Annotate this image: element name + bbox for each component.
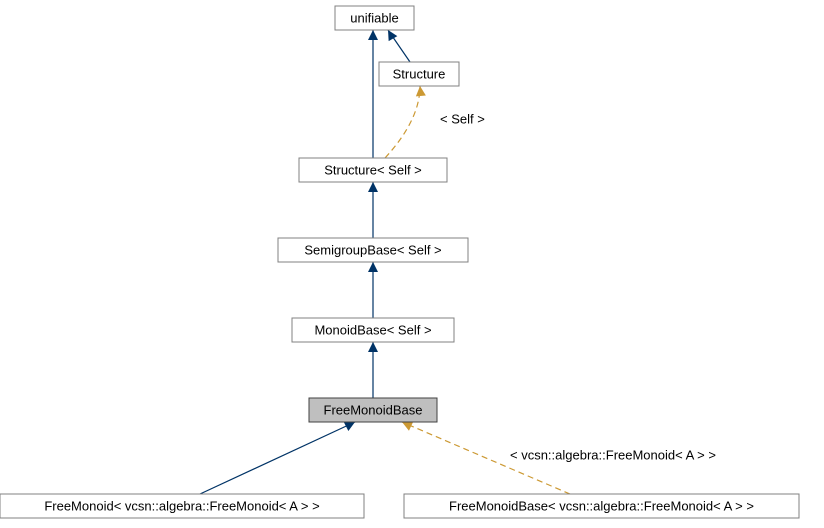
node-label: Structure bbox=[393, 66, 446, 81]
node-freemonoidbase_a[interactable]: FreeMonoidBase< vcsn::algebra::FreeMonoi… bbox=[404, 494, 799, 518]
node-label: MonoidBase< Self > bbox=[314, 322, 431, 337]
edge-structure_self-to-structure bbox=[385, 86, 420, 158]
node-freemonoidbase[interactable]: FreeMonoidBase bbox=[309, 398, 437, 422]
node-label: Structure< Self > bbox=[324, 162, 422, 177]
inheritance-diagram: < Self >< vcsn::algebra::FreeMonoid< A >… bbox=[0, 0, 824, 528]
node-label: unifiable bbox=[350, 10, 398, 25]
edge-freemonoid-to-freemonoidbase bbox=[200, 422, 355, 494]
node-label: FreeMonoid< vcsn::algebra::FreeMonoid< A… bbox=[44, 498, 319, 513]
node-label: FreeMonoidBase< vcsn::algebra::FreeMonoi… bbox=[449, 498, 754, 513]
node-semigroup[interactable]: SemigroupBase< Self > bbox=[278, 238, 468, 262]
edge-label: < vcsn::algebra::FreeMonoid< A > > bbox=[510, 447, 716, 462]
node-label: SemigroupBase< Self > bbox=[304, 242, 441, 257]
edge-label: < Self > bbox=[440, 111, 485, 126]
node-structure[interactable]: Structure bbox=[379, 62, 459, 86]
node-unifiable[interactable]: unifiable bbox=[335, 6, 414, 30]
node-freemonoid[interactable]: FreeMonoid< vcsn::algebra::FreeMonoid< A… bbox=[0, 494, 364, 518]
node-label: FreeMonoidBase bbox=[324, 402, 423, 417]
node-monoidbase[interactable]: MonoidBase< Self > bbox=[292, 318, 454, 342]
node-structure_self[interactable]: Structure< Self > bbox=[299, 158, 447, 182]
nodes-layer: unifiable Structure Structure< Self > Semig… bbox=[0, 6, 799, 518]
